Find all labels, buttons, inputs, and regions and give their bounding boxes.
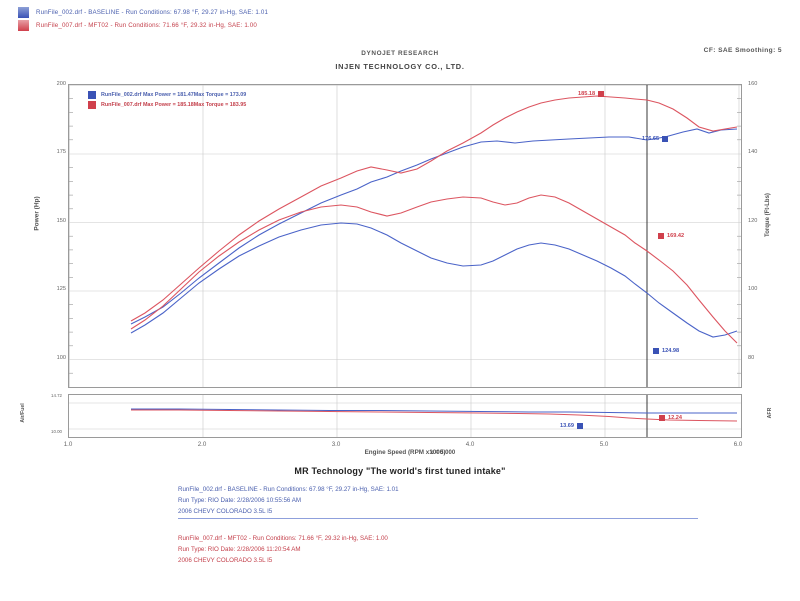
dynojet-header: DYNOJET RESEARCH xyxy=(361,50,439,57)
x-tick-2: 2.0 xyxy=(197,441,207,448)
series-tuned-torque xyxy=(130,194,738,344)
cursor-x-readout: x = 5.000 xyxy=(430,450,456,456)
x-axis-title: Engine Speed (RPM x1000) xyxy=(364,449,446,456)
legend-row-tuned: RunFile_007.drf Max Power = 185.18 Max T… xyxy=(88,100,378,110)
legend-tuned-torque: Max Torque = 183.95 xyxy=(193,102,247,108)
y-axis-left-title: Power (Hp) xyxy=(33,196,41,231)
x-tick-1: 1.0 xyxy=(63,441,73,448)
chart-series-legend: RunFile_002.drf Max Power = 181.47 Max T… xyxy=(88,90,378,110)
x-tick-5: 5.0 xyxy=(599,441,609,448)
afr-axis-left-title: Air/Fuel xyxy=(20,403,26,423)
afr-gridlines xyxy=(69,395,741,437)
legend-tuned-power: RunFile_007.drf Max Power = 185.18 xyxy=(101,102,194,108)
power-torque-plot[interactable] xyxy=(68,84,742,388)
baseline-vehicle-line: 2006 CHEVY COLORADO 3.5L I5 xyxy=(178,508,273,515)
y-right-tick-160: 160 xyxy=(748,81,758,87)
y-left-tick-100: 100 xyxy=(56,355,66,361)
afr-canvas xyxy=(69,395,741,437)
series-tuned-afr xyxy=(131,409,738,422)
tuned-run-conditions: RunFile_007.drf - MFT02 - Run Conditions… xyxy=(36,22,257,29)
run-summary-row: RunFile_007.drf - MFT02 - Run Conditions… xyxy=(18,19,658,32)
baseline-run-conditions: RunFile_002.drf - BASELINE - Run Conditi… xyxy=(36,9,269,16)
y-left-tick-175: 175 xyxy=(56,149,66,155)
y-axis-right-title: Torque (Ft-Lbs) xyxy=(765,193,771,237)
y-left-tick-200: 200 xyxy=(56,81,66,87)
air-fuel-plot[interactable] xyxy=(68,394,742,438)
baseline-rule xyxy=(178,518,698,519)
baseline-runtype-line: Run Type: RIO Date: 2/28/2006 10:55:56 A… xyxy=(178,497,302,504)
callout-tuned-afr: 12.24 xyxy=(656,415,682,421)
y-right-tick-80: 80 xyxy=(748,355,755,361)
x-tick-4: 4.0 xyxy=(465,441,475,448)
legend-swatch-baseline xyxy=(88,91,96,99)
axis-minor-ticks xyxy=(69,98,741,374)
legend-row-baseline: RunFile_002.drf Max Power = 181.47 Max T… xyxy=(88,90,378,100)
bottom-legend-block-tuned: RunFile_007.drf - MFT02 - Run Conditions… xyxy=(178,533,698,566)
baseline-color-swatch xyxy=(18,7,29,18)
baseline-conditions-line: RunFile_002.drf - BASELINE - Run Conditi… xyxy=(178,486,399,493)
series-baseline-power xyxy=(130,128,738,325)
series-baseline-afr xyxy=(131,408,737,414)
tuned-runtype-line: Run Type: RIO Date: 2/28/2006 11:20:54 A… xyxy=(178,546,301,553)
y-left-tick-150: 150 xyxy=(56,218,66,224)
legend-swatch-tuned xyxy=(88,101,96,109)
plot-canvas xyxy=(69,85,741,387)
y-left-tick-125: 125 xyxy=(56,286,66,292)
callout-baseline-afr: 13.69 xyxy=(560,423,586,429)
x-tick-3: 3.0 xyxy=(331,441,341,448)
y-right-tick-120: 120 xyxy=(748,218,758,224)
callout-baseline-power: 176.65 xyxy=(642,136,671,142)
run-summary-row: RunFile_002.drf - BASELINE - Run Conditi… xyxy=(18,6,658,19)
vertical-gridlines xyxy=(69,85,740,387)
series-baseline-torque xyxy=(130,222,738,338)
callout-baseline-torque: 124.98 xyxy=(650,348,679,354)
y-right-tick-100: 100 xyxy=(748,286,758,292)
chart-caption-title: MR Technology "The world's first tuned i… xyxy=(294,466,506,476)
legend-baseline-power: RunFile_002.drf Max Power = 181.47 xyxy=(101,92,194,98)
tuned-conditions-line: RunFile_007.drf - MFT02 - Run Conditions… xyxy=(178,535,388,542)
afr-axis-right-title: AFR xyxy=(767,407,773,419)
correction-smoothing-label: CF: SAE Smoothing: 5 xyxy=(703,47,782,54)
callout-tuned-torque: 169.42 xyxy=(655,233,684,239)
y-right-tick-140: 140 xyxy=(748,149,758,155)
bottom-legend: RunFile_002.drf - BASELINE - Run Conditi… xyxy=(178,484,698,580)
afr-tick-min: 10.00 xyxy=(51,429,62,434)
afr-tick-max: 14.72 xyxy=(51,393,62,398)
horizontal-gridlines xyxy=(69,85,741,360)
tuned-vehicle-line: 2006 CHEVY COLORADO 3.5L I5 xyxy=(178,557,273,564)
legend-baseline-torque: Max Torque = 173.09 xyxy=(193,92,247,98)
callout-tuned-max-power: 185.18 xyxy=(578,91,607,97)
series-tuned-power xyxy=(130,95,738,322)
run-summary-bar: RunFile_002.drf - BASELINE - Run Conditi… xyxy=(18,6,658,32)
company-header: INJEN TECHNOLOGY CO., LTD. xyxy=(335,62,465,71)
x-tick-6: 6.0 xyxy=(733,441,743,448)
bottom-legend-block-baseline: RunFile_002.drf - BASELINE - Run Conditi… xyxy=(178,484,698,519)
tuned-color-swatch xyxy=(18,20,29,31)
